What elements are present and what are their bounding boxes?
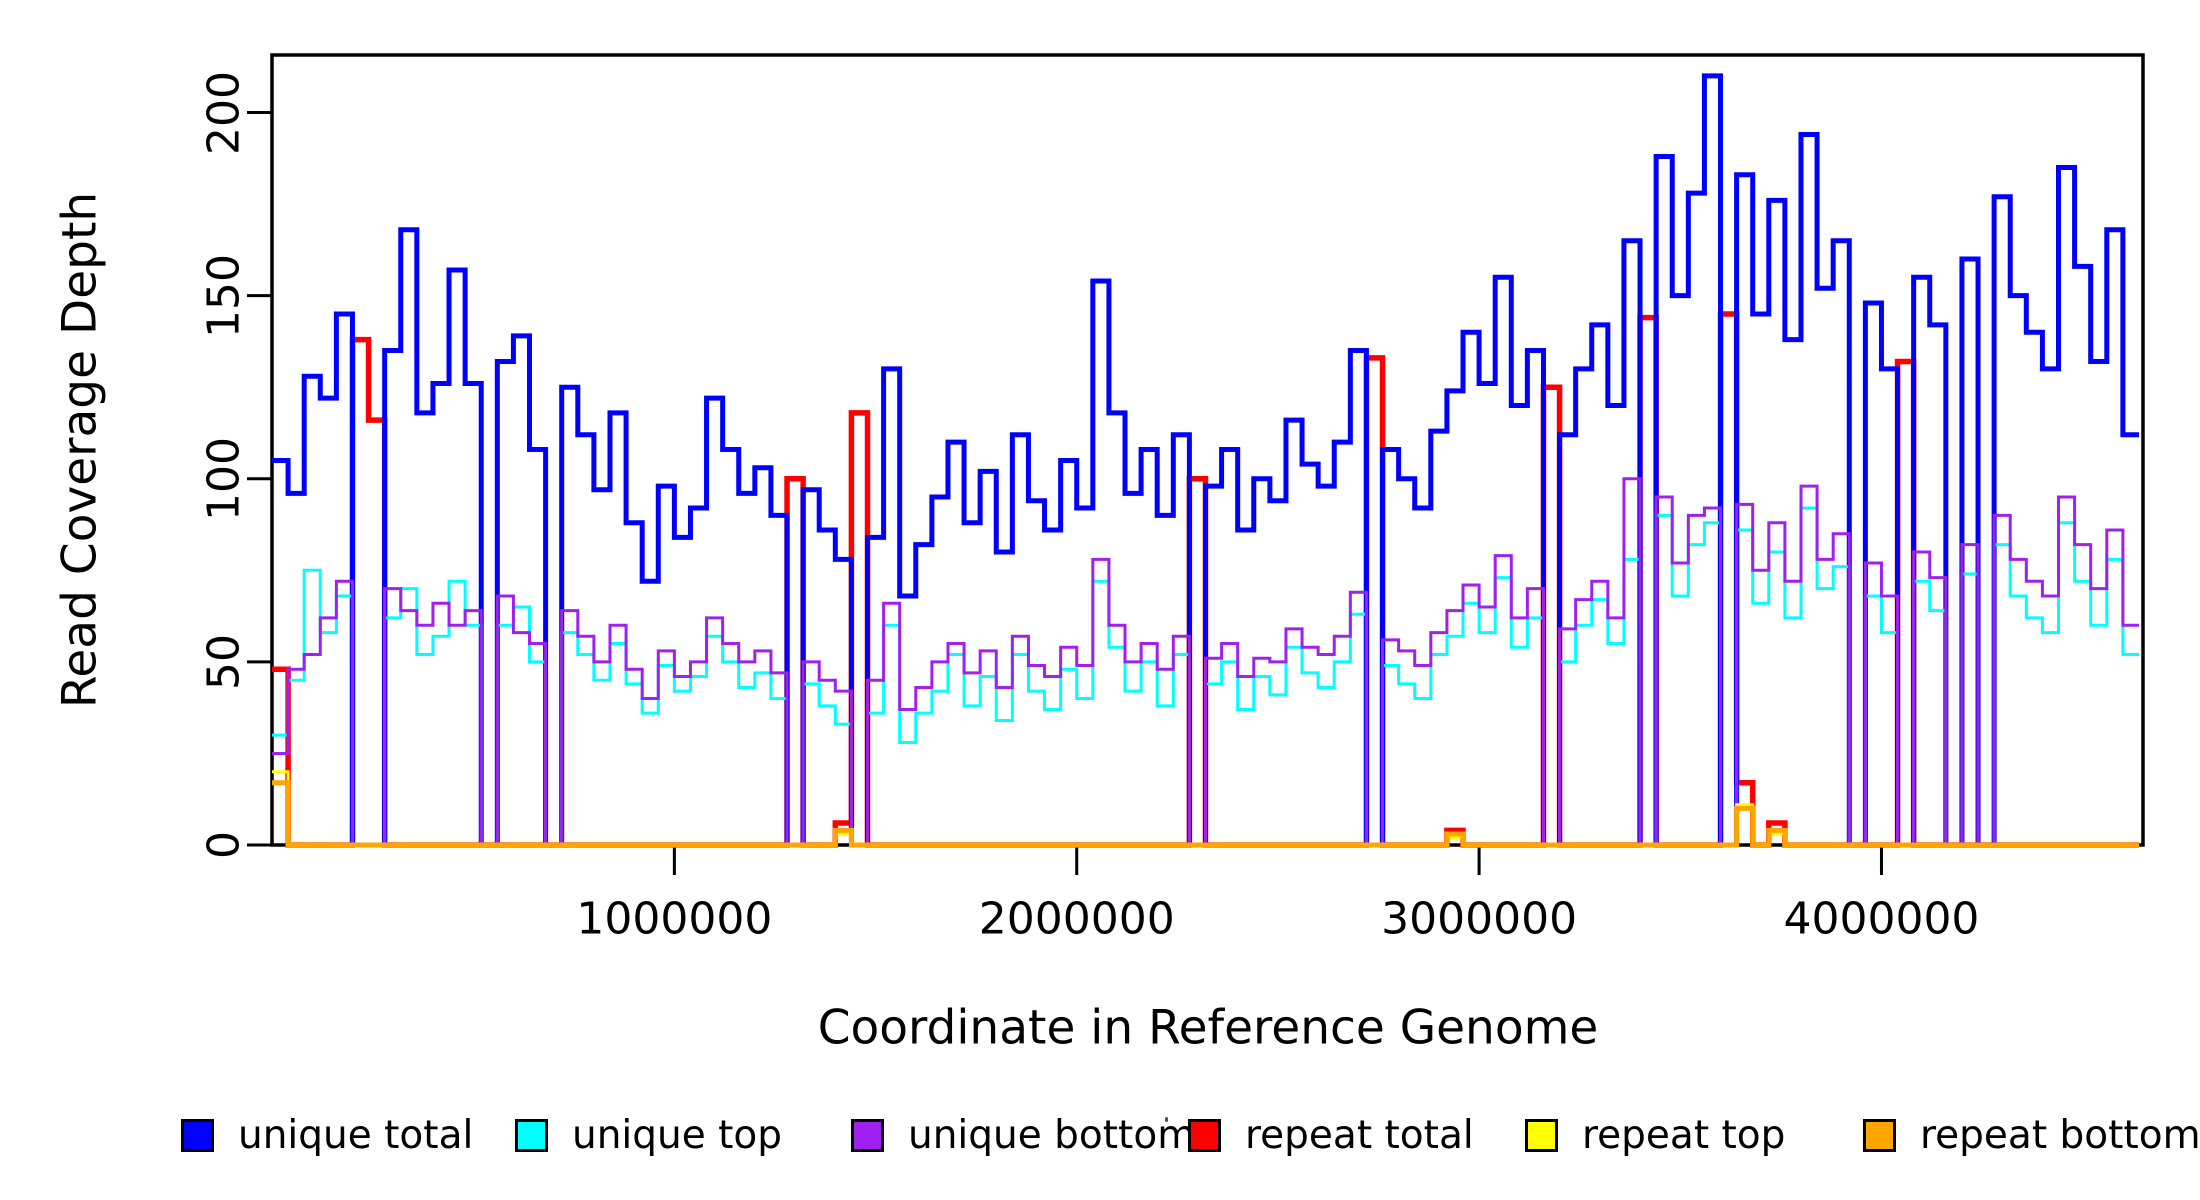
y-axis-title: Read Coverage Depth [52, 191, 108, 709]
series-unique-bottom [272, 477, 2139, 847]
legend-swatch-repeat-total [1188, 1119, 1221, 1152]
legend-item-repeat-total: repeat total [1188, 1113, 1474, 1158]
y-tick-label: 200 [198, 70, 250, 155]
legend-label: repeat top [1582, 1113, 1786, 1158]
legend-item-repeat-bottom: repeat bottom [1863, 1113, 2200, 1158]
legend-item-unique-bottom: unique bottom [851, 1113, 1196, 1158]
y-tick-label: 50 [198, 633, 250, 690]
legend-label: repeat total [1245, 1113, 1474, 1158]
legend-label: repeat bottom [1920, 1113, 2200, 1158]
legend-item-unique-top: unique top [515, 1113, 783, 1158]
legend-swatch-unique-top [515, 1119, 548, 1152]
x-tick-label: 1000000 [576, 893, 773, 945]
x-axis-title: Coordinate in Reference Genome [817, 1000, 1599, 1056]
legend-swatch-repeat-top [1525, 1119, 1558, 1152]
legend-label: unique top [572, 1113, 783, 1158]
legend-item-unique-total: unique total [181, 1113, 474, 1158]
legend-item-repeat-top: repeat top [1525, 1113, 1786, 1158]
legend-swatch-repeat-bottom [1863, 1119, 1896, 1152]
series-repeat-bottom [272, 780, 2139, 848]
y-tick-label: 0 [198, 831, 250, 859]
y-tick-label: 150 [198, 253, 250, 338]
stray-dot-artifact [1165, 1117, 1168, 1122]
legend-swatch-unique-total [181, 1119, 214, 1152]
legend-label: unique bottom [908, 1113, 1196, 1158]
series-unique-total [272, 73, 2139, 848]
x-tick-label: 2000000 [978, 893, 1175, 945]
x-tick-label: 3000000 [1381, 893, 1578, 945]
y-tick-label: 100 [198, 436, 250, 521]
legend-swatch-unique-bottom [851, 1119, 884, 1152]
x-tick-label: 4000000 [1783, 893, 1980, 945]
legend-label: unique total [238, 1113, 474, 1158]
